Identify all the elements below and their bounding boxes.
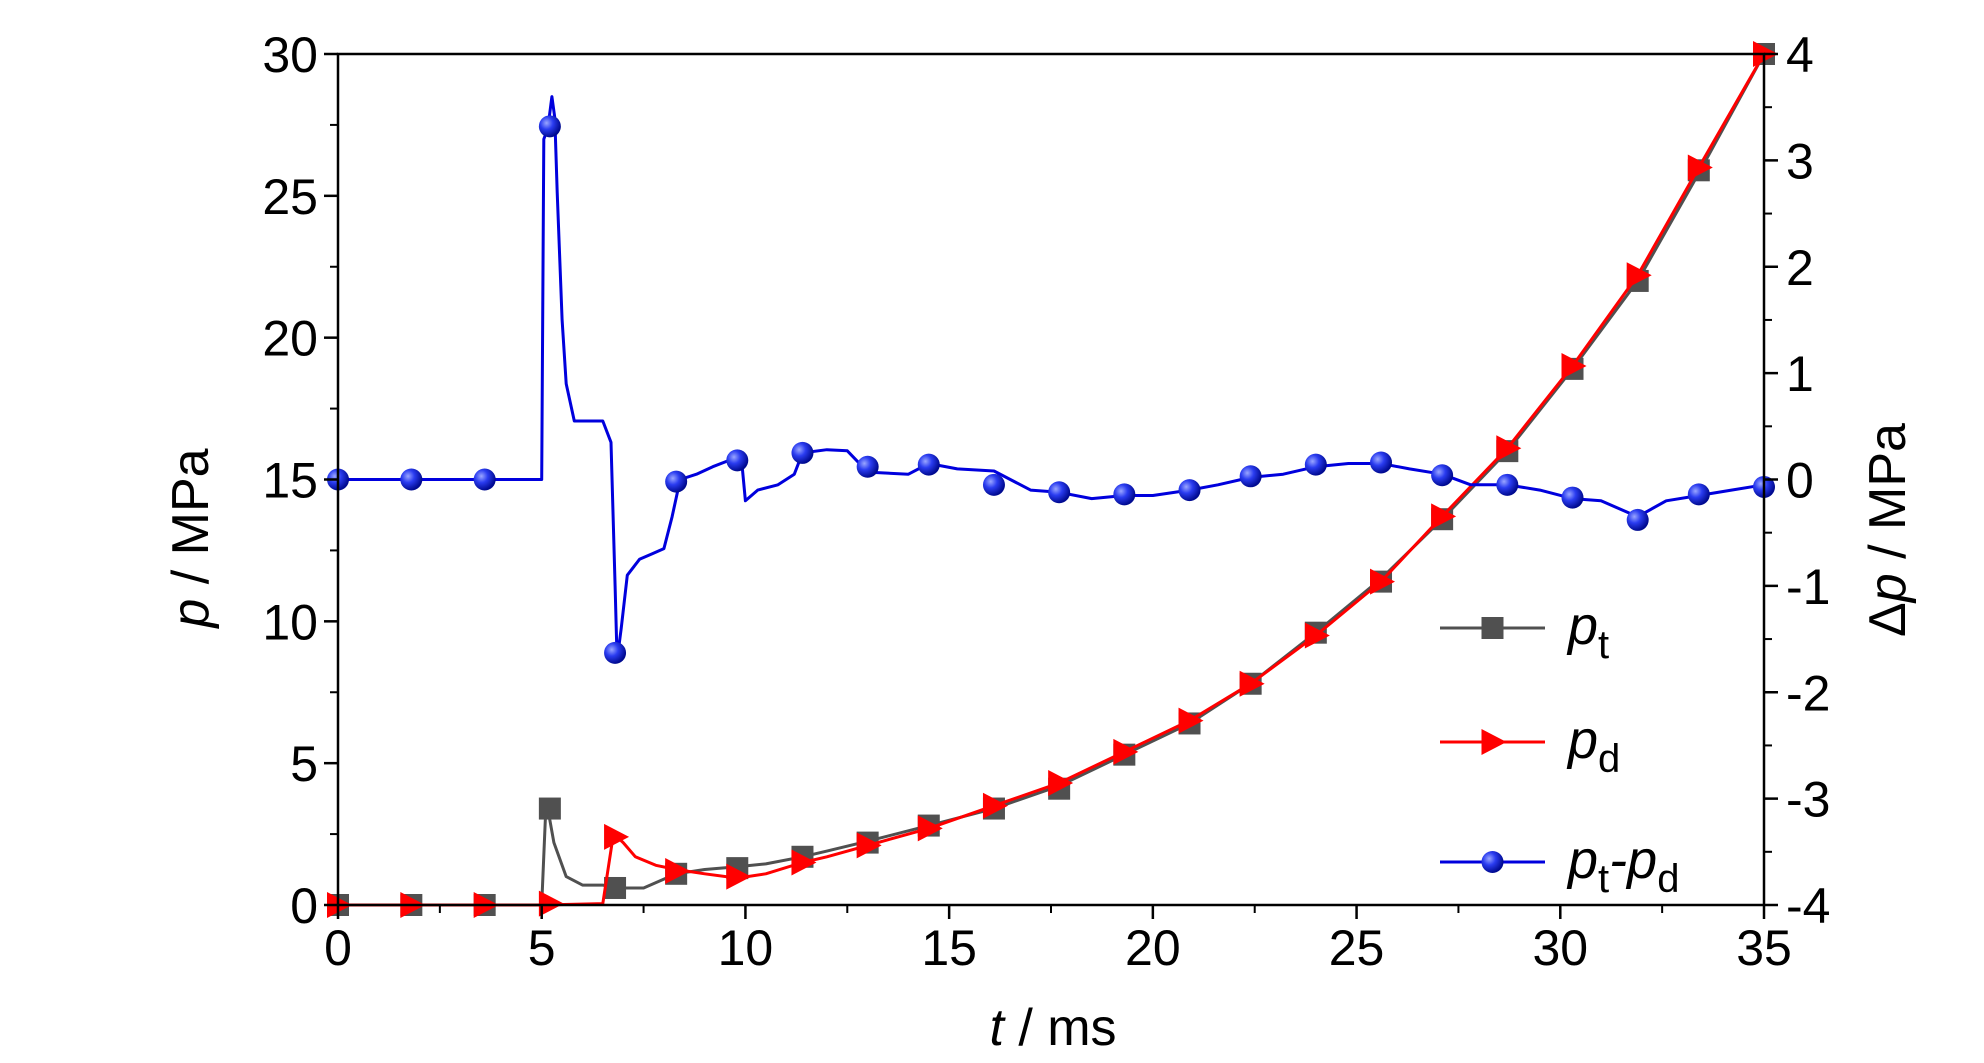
x-tick-label: 35 — [1736, 920, 1792, 976]
series-p-d-point — [1178, 707, 1204, 734]
x-tick-label: 0 — [324, 920, 352, 976]
series-p-t-p-d-point — [791, 441, 814, 464]
series-p-t-p-d-point — [1626, 508, 1649, 531]
series-p-t-p-d-point — [1687, 483, 1710, 506]
series-p-d-point — [856, 832, 882, 859]
series-p-t-p-d-point — [1496, 473, 1519, 496]
series-p-d-point — [1626, 262, 1652, 289]
legend-item: pt — [1440, 596, 1609, 667]
series-p-d-point — [1431, 503, 1457, 530]
series-p-t-p-d-point — [665, 470, 688, 493]
y-left-tick-label: 15 — [262, 453, 318, 509]
series-p-t-p-d-point — [726, 449, 749, 472]
y-left-tick-label: 25 — [262, 169, 318, 225]
series-p-d-point — [1304, 622, 1330, 649]
series-p-d-point — [1561, 353, 1587, 380]
series-p-t-p-d-point — [1113, 483, 1136, 506]
y-left-tick-label: 10 — [262, 594, 318, 650]
legend-label: pd — [1566, 710, 1620, 781]
series-p-t-p-d-point — [982, 473, 1005, 496]
y-axis-right-label: Δp / MPa — [1859, 423, 1917, 637]
series-p-d-point — [917, 815, 943, 842]
series-p-d-point — [538, 890, 564, 917]
x-tick-label: 15 — [921, 920, 977, 976]
y-left-tick-label: 30 — [262, 27, 318, 83]
y-right-tick-label: -3 — [1786, 772, 1830, 828]
series-p-d-point — [1370, 568, 1396, 595]
legend-label: pt — [1566, 596, 1609, 667]
series-p-t-p-d-point — [538, 115, 561, 138]
series-p-d-point — [982, 792, 1008, 819]
legend-marker — [1481, 617, 1504, 639]
series-p-d-point — [665, 857, 691, 884]
x-tick-label: 30 — [1532, 920, 1588, 976]
series-p-t-point — [604, 876, 627, 899]
y-left-tick-label: 0 — [290, 878, 318, 934]
y-right-tick-label: -1 — [1786, 559, 1830, 615]
series-p-t-point — [538, 797, 561, 820]
series-p-t-p-d-point — [1561, 486, 1584, 509]
x-tick-label: 25 — [1329, 920, 1385, 976]
series-p-d-point — [791, 849, 817, 876]
x-tick-label: 10 — [718, 920, 774, 976]
series-p-d-point — [1687, 154, 1713, 181]
series-p-t-p-d-point — [1431, 464, 1454, 487]
y-right-tick-label: 4 — [1786, 27, 1814, 83]
y-right-tick-label: 1 — [1786, 346, 1814, 402]
series-p-t-p-d-point — [917, 453, 940, 476]
y-left-tick-label: 20 — [262, 311, 318, 367]
x-tick-label: 20 — [1125, 920, 1181, 976]
legend: pt pd pt-pd — [1440, 596, 1679, 901]
series-p-t-p-d-point — [1370, 451, 1393, 474]
legend-marker — [1481, 729, 1507, 755]
legend-label: pt-pd — [1566, 830, 1679, 901]
series-p-t-p-d-point — [604, 641, 627, 664]
y-right-tick-label: 2 — [1786, 240, 1814, 296]
y-axis-left-label: p / MPa — [162, 448, 220, 629]
series-p-t-p-d-point — [1304, 453, 1327, 476]
series-p-t-p-d-point — [1239, 465, 1262, 488]
series-p-d-point — [604, 823, 630, 850]
series-p-d-point — [1048, 770, 1074, 797]
series-layer — [327, 41, 1778, 918]
y-left-tick-label: 5 — [290, 736, 318, 792]
x-tick-label: 5 — [528, 920, 556, 976]
series-p-t-p-d-point — [1178, 479, 1201, 502]
legend-marker — [1481, 851, 1504, 873]
series-p-t-p-d-point — [473, 468, 496, 491]
series-p-d-point — [1113, 738, 1139, 765]
y-right-tick-label: 0 — [1786, 453, 1814, 509]
series-p-d-point — [1496, 435, 1522, 462]
ticks-layer: 0 5 10 15 20 25 30 35 0 5 10 15 20 25 30 -4 -3 -2 -1 0 1 2 3 4 — [262, 27, 1830, 976]
y-right-tick-label: -2 — [1786, 665, 1830, 721]
y-right-tick-label: -4 — [1786, 878, 1830, 934]
legend-item: pt-pd — [1440, 830, 1679, 901]
series-p-d-point — [726, 863, 752, 890]
series-p-t-p-d-line — [338, 95, 1765, 662]
series-p-t-p-d-point — [400, 468, 423, 491]
y-right-tick-label: 3 — [1786, 133, 1814, 189]
series-p-t-p-d-point — [856, 455, 879, 478]
x-axis-label: t / ms — [989, 999, 1116, 1057]
plot-area — [327, 41, 1778, 918]
series-p-d-point — [1239, 670, 1265, 697]
series-p-t-p-d-point — [1048, 481, 1071, 504]
legend-item: pd — [1440, 710, 1620, 781]
